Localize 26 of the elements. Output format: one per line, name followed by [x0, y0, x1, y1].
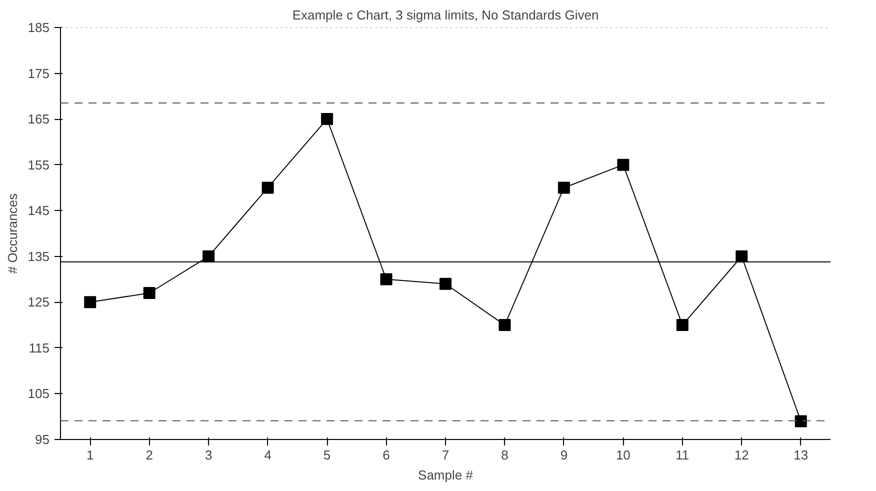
y-tick-label: 105 — [28, 386, 50, 402]
y-tick-label: 165 — [28, 112, 50, 127]
x-axis-title: Sample # — [418, 468, 474, 482]
x-tick-label: 1 — [86, 448, 94, 462]
x-tick-label: 4 — [264, 448, 272, 462]
y-tick-label: 155 — [28, 157, 50, 172]
x-tick-label: 8 — [501, 448, 508, 462]
y-tick-label: 95 — [35, 432, 50, 447]
x-tick-label: 13 — [794, 448, 808, 462]
y-tick-label: 185 — [28, 20, 50, 35]
chart-title: Example c Chart, 3 sigma limits, No Standards Given — [292, 8, 599, 22]
y-tick-label: 115 — [28, 340, 50, 356]
y-tick-label: 145 — [28, 203, 50, 218]
y-tick-label: 125 — [28, 294, 50, 310]
y-axis-title: # Occurances — [4, 192, 20, 274]
x-tick-label: 5 — [323, 448, 331, 462]
y-tick-label: 175 — [28, 66, 50, 81]
y-tick-label: 135 — [28, 248, 50, 264]
x-tick-label: 11 — [676, 448, 690, 462]
x-tick-label: 2 — [146, 448, 153, 462]
x-tick-label: 10 — [616, 448, 630, 462]
x-tick-label: 3 — [204, 448, 212, 462]
x-tick-label: 6 — [382, 448, 390, 462]
x-tick-label: 12 — [734, 448, 749, 462]
x-tick-label: 7 — [442, 448, 450, 462]
x-tick-label: 9 — [560, 448, 568, 462]
